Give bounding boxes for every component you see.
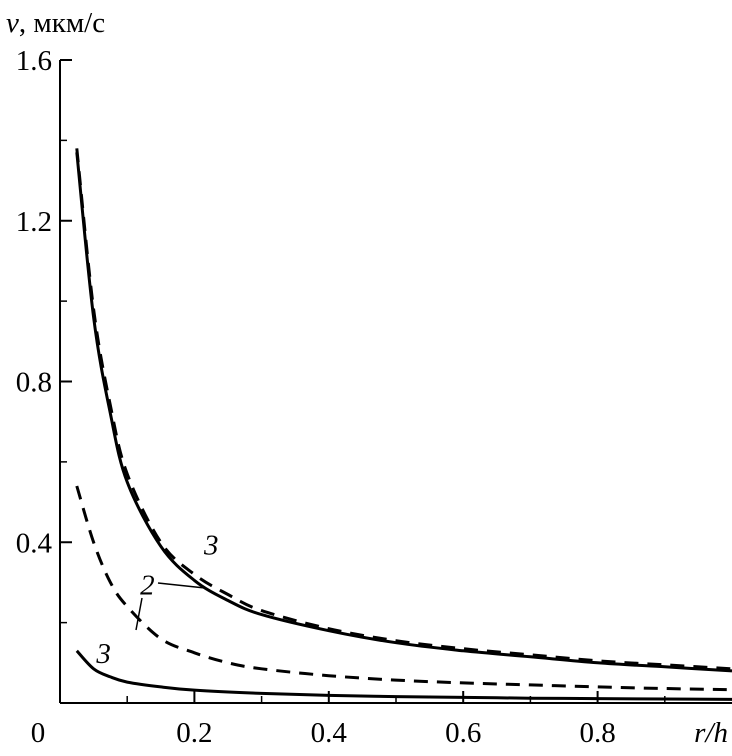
x-tick-label: 0.4 [311,717,348,749]
leader-line-2a [157,582,206,589]
curve-label-3: 3 [95,638,111,670]
y-axis-title: v, мкм/с [6,7,105,39]
y-tick-label: 1.6 [16,45,52,77]
series-layer [75,148,732,701]
curve-label-1: 3 [203,529,219,561]
labels-layer: 0.4 0.8 1.2 1.6 0.2 0.4 0.6 0.8 0 v, мкм/с r/h 3 2 3 [6,7,728,749]
series-line-4 [75,649,732,701]
x-tick-label: 0.2 [176,717,212,749]
y-axis-unit: , мкм/с [19,7,105,39]
x-axis-title: r/h [694,717,728,749]
axes [59,59,732,704]
series-line-2 [75,152,732,673]
curve-label-2: 2 [140,569,155,601]
y-tick-label: 0.4 [16,527,53,559]
series-line-1 [75,148,732,671]
x-tick-label: 0.8 [579,717,615,749]
y-tick-label: 1.2 [16,206,52,238]
y-axis-var: v [6,7,19,39]
y-tick-label: 0.8 [16,367,52,399]
x-tick-label: 0.6 [445,717,481,749]
series-line-3 [75,485,732,692]
origin-label: 0 [31,717,46,749]
leader-line-2b [135,597,143,631]
